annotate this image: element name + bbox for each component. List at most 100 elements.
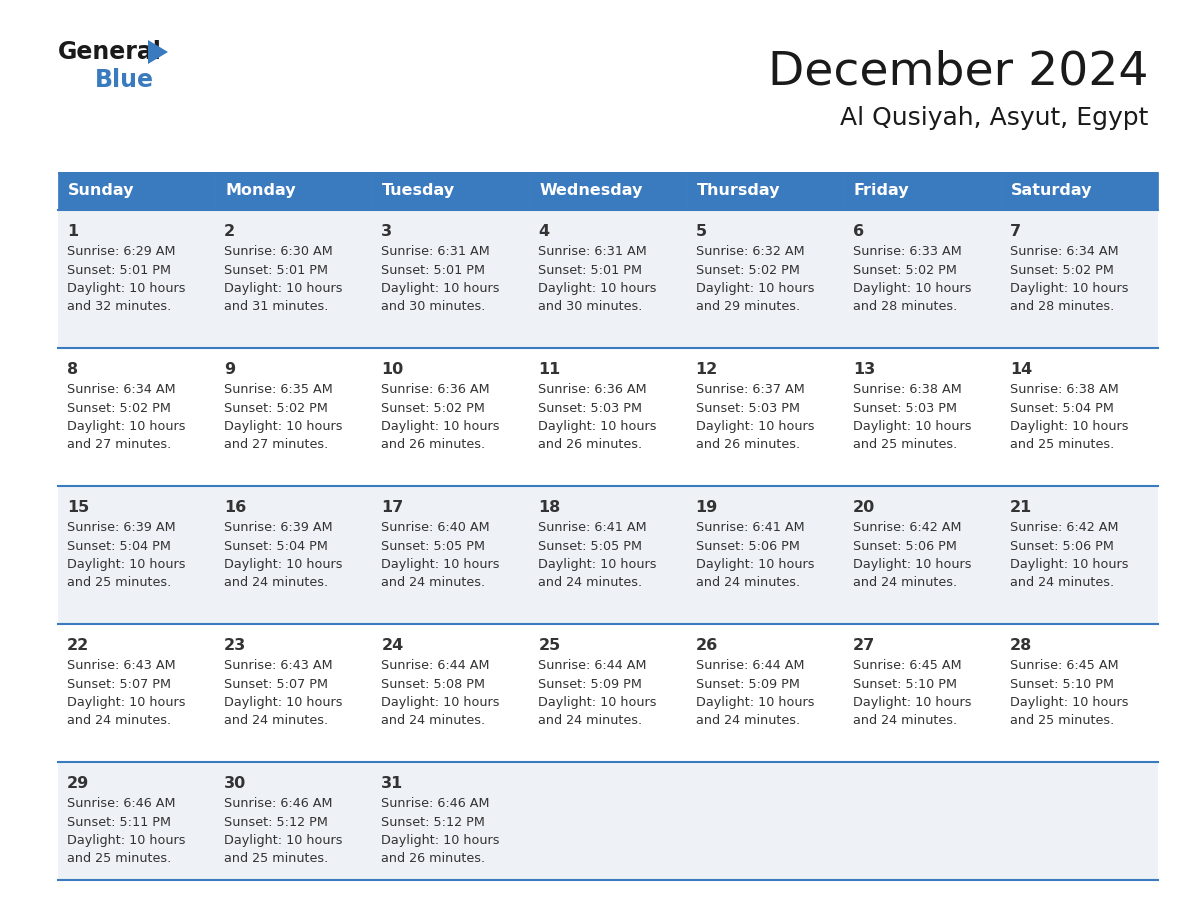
Text: Sunrise: 6:42 AM: Sunrise: 6:42 AM (853, 521, 961, 534)
Text: 23: 23 (225, 638, 246, 653)
Bar (530, 486, 687, 624)
Text: 15: 15 (67, 500, 89, 515)
Text: Sunrise: 6:42 AM: Sunrise: 6:42 AM (1010, 521, 1118, 534)
Text: Daylight: 10 hours: Daylight: 10 hours (381, 558, 500, 571)
Bar (58, 762, 215, 880)
Text: Sunset: 5:02 PM: Sunset: 5:02 PM (381, 401, 485, 415)
Bar (215, 624, 372, 762)
Text: 29: 29 (67, 776, 89, 791)
Text: and 26 minutes.: and 26 minutes. (381, 853, 486, 866)
Text: 10: 10 (381, 362, 404, 377)
Text: and 24 minutes.: and 24 minutes. (381, 714, 486, 727)
Text: 17: 17 (381, 500, 404, 515)
Text: Sunset: 5:01 PM: Sunset: 5:01 PM (67, 263, 171, 276)
Bar (1000, 624, 1158, 762)
Text: and 29 minutes.: and 29 minutes. (695, 300, 800, 314)
Text: and 30 minutes.: and 30 minutes. (538, 300, 643, 314)
Text: Daylight: 10 hours: Daylight: 10 hours (381, 282, 500, 295)
Text: 2: 2 (225, 224, 235, 239)
Text: Daylight: 10 hours: Daylight: 10 hours (225, 558, 342, 571)
Text: and 32 minutes.: and 32 minutes. (67, 300, 171, 314)
Text: 26: 26 (695, 638, 718, 653)
Text: Sunset: 5:01 PM: Sunset: 5:01 PM (381, 263, 485, 276)
Text: Sunset: 5:02 PM: Sunset: 5:02 PM (695, 263, 800, 276)
Text: Sunset: 5:04 PM: Sunset: 5:04 PM (1010, 401, 1113, 415)
Bar (687, 486, 843, 624)
Text: and 26 minutes.: and 26 minutes. (381, 439, 486, 452)
Text: and 30 minutes.: and 30 minutes. (381, 300, 486, 314)
Text: Daylight: 10 hours: Daylight: 10 hours (381, 420, 500, 433)
Text: 24: 24 (381, 638, 404, 653)
Text: 5: 5 (695, 224, 707, 239)
Bar (58, 172, 1158, 174)
Bar (372, 172, 530, 210)
Bar (843, 348, 1000, 486)
Bar (1000, 210, 1158, 348)
Text: Sunrise: 6:33 AM: Sunrise: 6:33 AM (853, 245, 961, 258)
Text: Sunset: 5:06 PM: Sunset: 5:06 PM (1010, 540, 1113, 553)
Text: Sunrise: 6:41 AM: Sunrise: 6:41 AM (538, 521, 647, 534)
Text: Sunrise: 6:34 AM: Sunrise: 6:34 AM (1010, 245, 1118, 258)
Text: Sunset: 5:05 PM: Sunset: 5:05 PM (381, 540, 485, 553)
Text: Sunset: 5:02 PM: Sunset: 5:02 PM (1010, 263, 1113, 276)
Text: and 24 minutes.: and 24 minutes. (695, 714, 800, 727)
Bar (372, 762, 530, 880)
Text: Sunset: 5:10 PM: Sunset: 5:10 PM (853, 677, 956, 690)
Bar (687, 348, 843, 486)
Text: Sunset: 5:01 PM: Sunset: 5:01 PM (538, 263, 643, 276)
Text: Daylight: 10 hours: Daylight: 10 hours (225, 282, 342, 295)
Bar (215, 172, 372, 210)
Text: Daylight: 10 hours: Daylight: 10 hours (538, 282, 657, 295)
Text: Sunrise: 6:46 AM: Sunrise: 6:46 AM (381, 797, 489, 810)
Text: 12: 12 (695, 362, 718, 377)
Text: Daylight: 10 hours: Daylight: 10 hours (538, 420, 657, 433)
Text: Daylight: 10 hours: Daylight: 10 hours (67, 834, 185, 847)
Text: Sunset: 5:06 PM: Sunset: 5:06 PM (853, 540, 956, 553)
Text: and 25 minutes.: and 25 minutes. (67, 577, 171, 589)
Text: 18: 18 (538, 500, 561, 515)
Text: Sunrise: 6:43 AM: Sunrise: 6:43 AM (225, 659, 333, 672)
Text: 31: 31 (381, 776, 404, 791)
Text: December 2024: December 2024 (767, 50, 1148, 95)
Text: and 24 minutes.: and 24 minutes. (67, 714, 171, 727)
Text: Daylight: 10 hours: Daylight: 10 hours (695, 696, 814, 709)
Bar (372, 210, 530, 348)
Text: and 28 minutes.: and 28 minutes. (853, 300, 958, 314)
Bar (215, 486, 372, 624)
Text: Sunset: 5:04 PM: Sunset: 5:04 PM (67, 540, 171, 553)
Text: Sunrise: 6:41 AM: Sunrise: 6:41 AM (695, 521, 804, 534)
Text: Sunday: Sunday (68, 184, 134, 198)
Text: Sunrise: 6:37 AM: Sunrise: 6:37 AM (695, 383, 804, 396)
Bar (530, 348, 687, 486)
Text: Sunset: 5:03 PM: Sunset: 5:03 PM (538, 401, 643, 415)
Text: Daylight: 10 hours: Daylight: 10 hours (1010, 420, 1129, 433)
Text: Sunrise: 6:31 AM: Sunrise: 6:31 AM (538, 245, 647, 258)
Text: Sunrise: 6:39 AM: Sunrise: 6:39 AM (225, 521, 333, 534)
Text: Sunrise: 6:36 AM: Sunrise: 6:36 AM (538, 383, 647, 396)
Text: Al Qusiyah, Asyut, Egypt: Al Qusiyah, Asyut, Egypt (840, 106, 1148, 130)
Text: Sunrise: 6:44 AM: Sunrise: 6:44 AM (695, 659, 804, 672)
Text: and 24 minutes.: and 24 minutes. (225, 714, 328, 727)
Text: and 24 minutes.: and 24 minutes. (853, 714, 956, 727)
Text: 19: 19 (695, 500, 718, 515)
Text: Sunset: 5:12 PM: Sunset: 5:12 PM (225, 815, 328, 829)
Text: Daylight: 10 hours: Daylight: 10 hours (538, 696, 657, 709)
Text: 8: 8 (67, 362, 78, 377)
Bar (215, 762, 372, 880)
Bar (687, 210, 843, 348)
Bar (58, 210, 215, 348)
Text: Daylight: 10 hours: Daylight: 10 hours (853, 696, 972, 709)
Text: Sunset: 5:07 PM: Sunset: 5:07 PM (225, 677, 328, 690)
Text: and 24 minutes.: and 24 minutes. (695, 577, 800, 589)
Text: 22: 22 (67, 638, 89, 653)
Bar (1000, 172, 1158, 210)
Text: 3: 3 (381, 224, 392, 239)
Text: Sunrise: 6:43 AM: Sunrise: 6:43 AM (67, 659, 176, 672)
Bar (530, 210, 687, 348)
Text: and 27 minutes.: and 27 minutes. (225, 439, 328, 452)
Text: 6: 6 (853, 224, 864, 239)
Text: Daylight: 10 hours: Daylight: 10 hours (853, 282, 972, 295)
Text: Sunset: 5:03 PM: Sunset: 5:03 PM (695, 401, 800, 415)
Text: and 27 minutes.: and 27 minutes. (67, 439, 171, 452)
Text: 13: 13 (853, 362, 876, 377)
